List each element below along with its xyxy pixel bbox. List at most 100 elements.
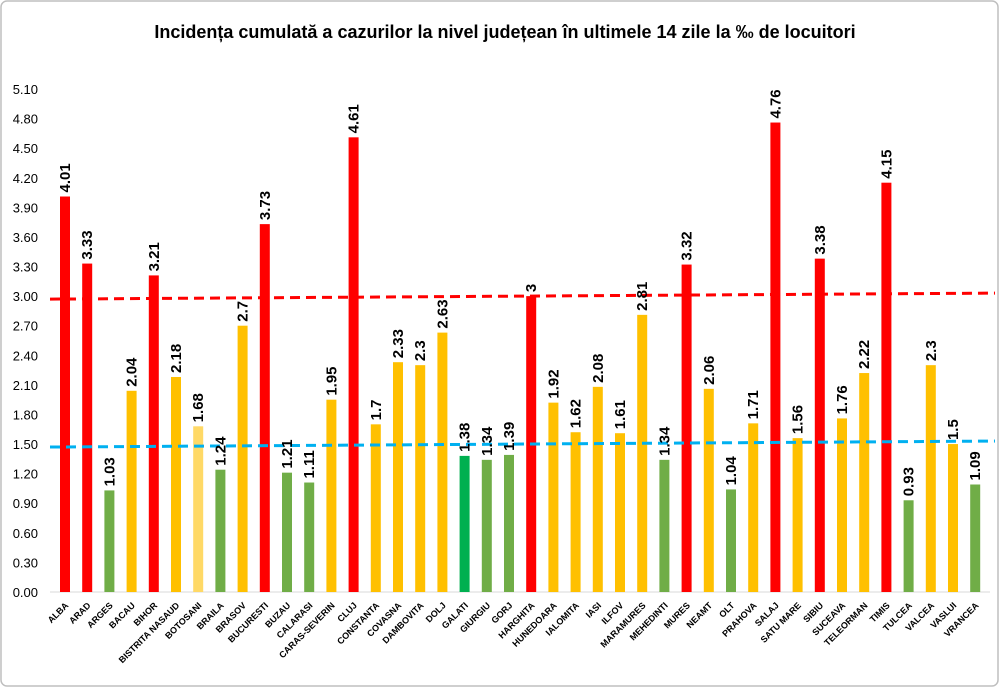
y-tick-label: 0.90: [13, 496, 38, 511]
bar-mures: [681, 264, 692, 592]
y-tick-label: 1.50: [13, 437, 38, 452]
data-label: 2.7: [235, 301, 252, 322]
bar-tulcea: [903, 500, 914, 592]
data-label: 1.04: [723, 456, 740, 486]
bar-botosani: [193, 426, 204, 592]
data-label: 2.22: [856, 340, 873, 369]
bar-suceava: [837, 418, 847, 592]
data-label: 1.92: [545, 369, 562, 398]
data-label: 2.81: [634, 282, 651, 311]
reference-lines: [49, 291, 996, 449]
y-tick-label: 2.70: [13, 319, 38, 334]
data-label: 4.76: [767, 89, 784, 118]
bar-hunedoara: [548, 402, 559, 592]
data-label: 2.3: [923, 340, 940, 361]
data-labels: 4.01 3.33 1.03 2.04 3.21 2.18 1.68 1.24 2.7 3.73 1…: [57, 89, 984, 496]
data-label: 1.56: [790, 405, 807, 434]
data-label: 1.76: [834, 385, 851, 414]
data-label: 4.01: [57, 163, 74, 192]
chart-title: Incidența cumulată a cazurilor la nivel …: [154, 22, 855, 42]
bar-arad: [82, 263, 93, 592]
bar-galati: [459, 455, 470, 592]
bar-brasov: [237, 325, 248, 592]
bar-teleorman: [859, 373, 870, 592]
data-label: 4.61: [346, 104, 363, 133]
data-label: 3.32: [679, 231, 696, 260]
y-tick-label: 0.00: [13, 585, 38, 600]
bar-valcea: [925, 365, 936, 592]
bar-neamt: [703, 388, 714, 592]
bar-giurgiu: [481, 459, 492, 592]
y-tick-label: 3.30: [13, 260, 38, 275]
bar-braila: [215, 469, 226, 592]
y-tick-label: 0.60: [13, 526, 38, 541]
data-label: 3: [523, 284, 540, 292]
bar-caras-severin: [326, 399, 337, 592]
data-label: 1.61: [612, 400, 629, 429]
bar-bistrita-nasaud: [171, 376, 181, 592]
y-tick-label: 0.30: [13, 555, 38, 570]
bar-mehedinti: [659, 459, 670, 592]
data-label: 1.38: [457, 423, 474, 452]
y-tick-label: 1.80: [13, 407, 38, 422]
y-tick-label: 2.40: [13, 348, 38, 363]
data-label: 1.21: [279, 439, 296, 468]
data-label: 1.09: [967, 451, 984, 480]
y-tick-label: 3.90: [13, 200, 38, 215]
bar-satu-mare: [792, 438, 803, 592]
y-tick-label: 4.50: [13, 141, 38, 156]
y-tick-label: 3.00: [13, 289, 38, 304]
data-label: 3.33: [79, 230, 96, 259]
bar-dambovita: [415, 365, 426, 592]
data-label: 3.38: [812, 225, 829, 254]
data-label: 2.63: [434, 299, 451, 328]
bar-covasna: [393, 362, 403, 592]
bar-constanta: [370, 424, 381, 592]
y-tick-label: 4.20: [13, 171, 38, 186]
data-label: 2.04: [124, 357, 141, 387]
bar-cluj: [348, 137, 359, 592]
data-label: 1.11: [301, 450, 318, 478]
data-label: 1.03: [101, 457, 118, 486]
y-tick-label: 1.20: [13, 467, 38, 482]
bar-buzau: [282, 472, 292, 592]
data-label: 1.34: [479, 426, 496, 456]
data-label: 2.06: [701, 356, 718, 385]
bar-dolj: [437, 332, 448, 592]
bar-iasi: [592, 386, 603, 592]
bar-arges: [104, 490, 115, 592]
bar-vrancea: [970, 484, 981, 592]
data-label: 2.08: [590, 354, 607, 383]
bar-olt: [726, 489, 736, 592]
y-tick-label: 5.10: [13, 82, 38, 97]
data-label: 1.39: [501, 422, 518, 451]
data-label: 1.71: [745, 390, 762, 419]
bar-timis: [881, 182, 892, 592]
y-tick-label: 4.80: [13, 112, 38, 127]
bar-salaj: [770, 122, 781, 593]
y-tick-label: 2.10: [13, 378, 38, 393]
bar-bacau: [126, 390, 137, 592]
data-label: 1.62: [568, 399, 585, 428]
data-label: 3.73: [257, 191, 274, 220]
data-label: 2.18: [168, 344, 185, 373]
y-tick-label: 3.60: [13, 230, 38, 245]
data-label: 2.3: [412, 340, 429, 361]
bar-sibiu: [814, 258, 825, 592]
bar-alba: [60, 196, 70, 593]
data-label: 4.15: [878, 149, 895, 178]
data-label: 1.24: [212, 436, 229, 466]
reference-line-1.5: [49, 439, 996, 449]
bar-ialomita: [570, 432, 581, 592]
data-label: 1.34: [656, 426, 673, 456]
y-axis: 0.00 0.30 0.60 0.90 1.20 1.50 1.80 2.10 2.40 2.70…: [13, 82, 990, 600]
bar-calarasi: [304, 482, 315, 592]
reference-line-3: [49, 291, 996, 301]
bar-bihor: [148, 275, 159, 592]
data-label: 1.5: [945, 419, 962, 440]
bar-gorj: [504, 454, 514, 592]
data-label: 3.21: [146, 242, 163, 271]
bar-maramures: [637, 314, 648, 592]
bar-vaslui: [948, 444, 958, 592]
